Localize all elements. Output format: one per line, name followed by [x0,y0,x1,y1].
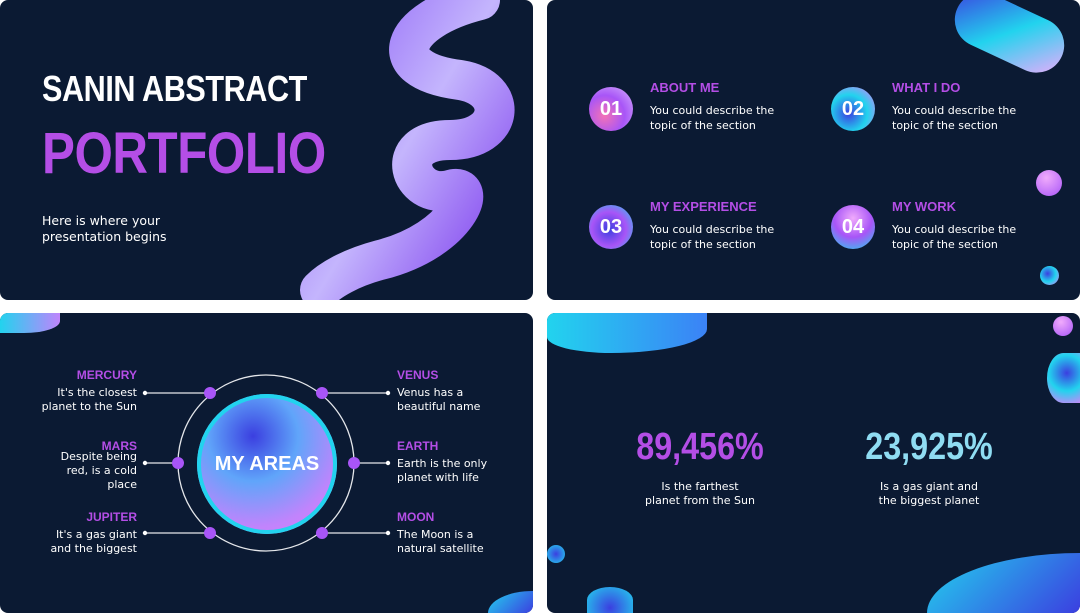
stat-value: 89,456% [636,426,764,468]
orbit-node [348,457,360,469]
orbit-node [204,527,216,539]
decorative-bubble [1053,316,1073,336]
planet-desc: Earth is the only planet with life [397,457,488,484]
section-title: WHAT I DO [892,80,961,95]
slide-areas[interactable]: MY AREAS MERCURY It's the closest planet… [0,313,533,613]
section-desc: You could describe the topic of the sect… [650,223,775,251]
number-orb: 02 [831,87,875,131]
stat-desc: Is the farthest planet from the Sun [645,480,755,507]
stat-desc: Is a gas giant and the biggest planet [878,480,980,507]
number-orb: 03 [589,205,633,249]
center-orb: MY AREAS [197,394,337,534]
orbit-node [316,527,328,539]
section-title: MY EXPERIENCE [650,199,757,214]
decorative-blob [927,553,1080,613]
planet-desc: Venus has a beautiful name [397,386,481,413]
decorative-bubble [1036,170,1062,196]
planet-title: MERCURY [76,368,137,382]
subtitle: Here is where your presentation begins [42,213,167,244]
number-orb: 01 [589,87,633,131]
stat-value: 23,925% [865,426,993,468]
decorative-bubble [1040,266,1059,285]
planet-title: MARS [101,439,137,453]
abstract-swirl-shape [300,0,515,300]
orbit-diagram [142,374,391,552]
planet-desc: Despite being red, is a cold place [60,450,137,491]
number-orb: 04 [831,205,875,249]
decorative-bubble [1047,353,1080,403]
slide-contents[interactable]: 01 ABOUT ME You could describe the topic… [547,0,1080,300]
slide-stats[interactable]: 89,456% Is the farthest planet from the … [547,313,1080,613]
section-title: MY WORK [892,199,957,214]
decorative-bubble [587,587,633,613]
section-desc: You could describe the topic of the sect… [892,223,1017,251]
section-desc: You could describe the topic of the sect… [650,104,775,132]
title-line-2: PORTFOLIO [42,121,326,186]
planet-desc: It's a gas giant and the biggest [50,528,137,555]
decorative-blob [0,313,60,333]
planet-title: JUPITER [86,510,137,524]
planet-title: MOON [397,510,435,524]
planet-desc: It's the closest planet to the Sun [41,386,137,413]
decorative-bubble [547,545,565,563]
slide-title[interactable]: SANIN ABSTRACT PORTFOLIO Here is where y… [0,0,533,300]
decorative-blob [945,0,1074,82]
section-title: ABOUT ME [650,80,720,95]
title-line-1: SANIN ABSTRACT [42,68,307,109]
decorative-blob [547,313,707,353]
orbit-node [316,387,328,399]
orbit-node [172,457,184,469]
orbit-node [204,387,216,399]
section-desc: You could describe the topic of the sect… [892,104,1017,132]
planet-desc: The Moon is a natural satellite [397,528,484,555]
planet-title: VENUS [397,368,439,382]
planet-title: EARTH [397,439,439,453]
